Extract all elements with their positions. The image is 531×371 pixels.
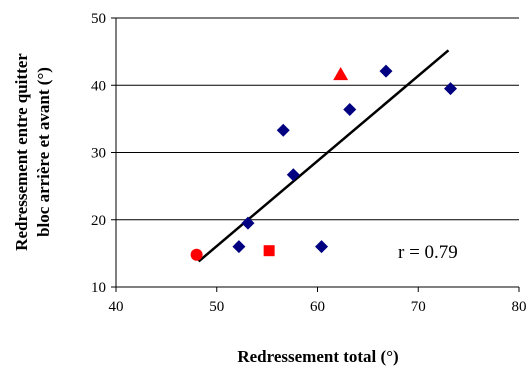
- data-point-2-diamond: [276, 123, 290, 137]
- y-tick-label-3: 40: [91, 78, 106, 94]
- data-point-4-diamond: [315, 240, 329, 254]
- y-tick-label-0: 10: [91, 280, 106, 296]
- data-point-10-triangle: [333, 66, 349, 81]
- x-tick-label-3: 70: [411, 299, 426, 315]
- data-point-9-square: [263, 245, 275, 257]
- y-tick-label-1: 20: [91, 213, 106, 229]
- axes: [111, 17, 520, 292]
- y-axis-title-line-1: Redressement entre quitter: [12, 53, 31, 251]
- y-tick-label-2: 30: [91, 146, 106, 162]
- data-point-1-diamond: [241, 216, 255, 230]
- y-axis-title-line-2: bloc arrière et avant (°): [34, 67, 53, 237]
- correlation-annotation: r = 0.79: [398, 242, 458, 263]
- y-tick-label-4: 50: [91, 11, 106, 27]
- x-tick-label-2: 60: [310, 299, 325, 315]
- data-point-0-diamond: [232, 240, 246, 254]
- x-tick-labels: 40 50 60 70 80: [109, 299, 527, 315]
- data-point-6-diamond: [379, 64, 393, 78]
- x-axis-title: Redressement total (°): [237, 347, 398, 366]
- trendline: [197, 49, 450, 263]
- data-point-8-circle: [190, 248, 203, 261]
- grid-lines: [116, 17, 519, 221]
- trendline-group: [197, 49, 450, 263]
- y-tick-labels: 10 20 30 40 50: [91, 11, 106, 296]
- x-tick-label-1: 50: [209, 299, 224, 315]
- data-point-3-diamond: [286, 168, 300, 182]
- data-points: [190, 64, 457, 261]
- data-point-5-diamond: [343, 102, 357, 116]
- data-point-7-diamond: [443, 82, 457, 96]
- x-tick-label-4: 80: [512, 299, 527, 315]
- x-tick-label-0: 40: [109, 299, 124, 315]
